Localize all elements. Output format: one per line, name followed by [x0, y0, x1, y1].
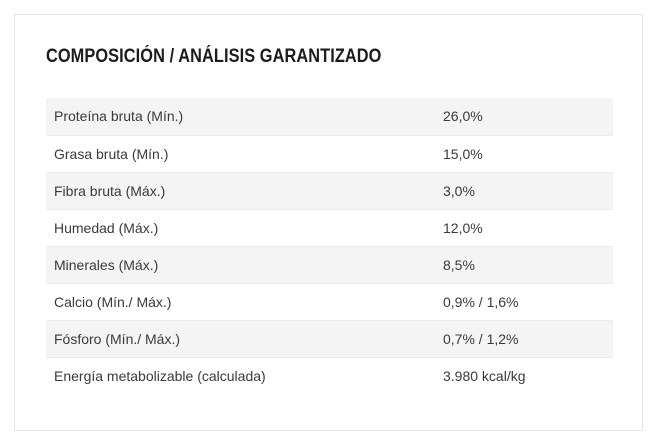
guaranteed-analysis-table: Proteína bruta (Mín.) 26,0% Grasa bruta … [46, 98, 613, 394]
nutrient-label: Calcio (Mín./ Máx.) [46, 283, 436, 321]
nutrient-value: 15,0% [436, 135, 613, 173]
nutrient-value: 0,9% / 1,6% [436, 283, 613, 321]
nutrient-label: Grasa bruta (Mín.) [46, 135, 436, 173]
nutrient-value: 0,7% / 1,2% [436, 320, 613, 358]
nutrient-value: 8,5% [436, 246, 613, 284]
table-row: Energía metabolizable (calculada) 3.980 … [46, 357, 613, 394]
nutrient-label: Fibra bruta (Máx.) [46, 172, 436, 210]
table-row: Humedad (Máx.) 12,0% [46, 209, 613, 247]
table-row: Fibra bruta (Máx.) 3,0% [46, 172, 613, 210]
table-row: Proteína bruta (Mín.) 26,0% [46, 98, 613, 136]
table-row: Fósforo (Mín./ Máx.) 0,7% / 1,2% [46, 320, 613, 358]
nutrient-value: 12,0% [436, 209, 613, 247]
nutrient-value: 26,0% [436, 98, 613, 136]
nutrient-label: Proteína bruta (Mín.) [46, 98, 436, 136]
table-row: Calcio (Mín./ Máx.) 0,9% / 1,6% [46, 283, 613, 321]
analysis-card: COMPOSICIÓN / ANÁLISIS GARANTIZADO Prote… [14, 14, 643, 431]
table-row: Grasa bruta (Mín.) 15,0% [46, 135, 613, 173]
nutrient-label: Minerales (Máx.) [46, 246, 436, 284]
section-title: COMPOSICIÓN / ANÁLISIS GARANTIZADO [46, 46, 382, 67]
nutrient-value: 3,0% [436, 172, 613, 210]
table-row: Minerales (Máx.) 8,5% [46, 246, 613, 284]
nutrient-label: Humedad (Máx.) [46, 209, 436, 247]
nutrient-value: 3.980 kcal/kg [436, 357, 613, 394]
nutrient-label: Energía metabolizable (calculada) [46, 357, 436, 394]
nutrient-label: Fósforo (Mín./ Máx.) [46, 320, 436, 358]
